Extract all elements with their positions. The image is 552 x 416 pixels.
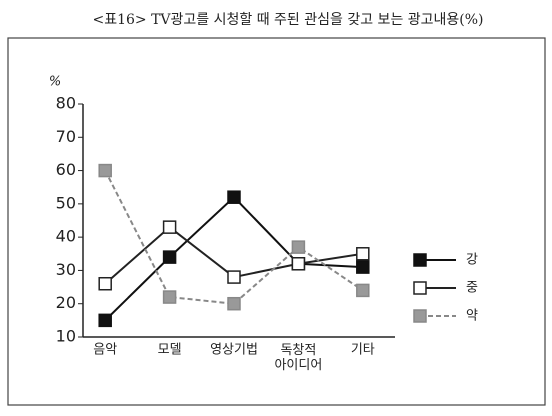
y-axis-label: % — [49, 75, 61, 90]
y-tick-label: 50 — [56, 193, 76, 212]
data-point — [356, 283, 370, 298]
data-point — [227, 296, 241, 311]
x-tick-label: 모델 — [158, 343, 182, 358]
data-point — [291, 240, 306, 254]
data-point — [356, 247, 370, 261]
y-tick-label: 20 — [56, 293, 76, 312]
x-tick-label: 영상기법 — [210, 343, 258, 358]
y-tick-label: 80 — [56, 94, 76, 113]
data-point — [98, 313, 112, 328]
legend-marker — [413, 253, 427, 267]
data-point — [227, 270, 241, 284]
data-point — [162, 220, 177, 234]
legend-marker — [413, 281, 427, 295]
legend-marker — [413, 309, 427, 323]
data-point — [227, 190, 241, 204]
y-tick-label: 40 — [56, 227, 76, 246]
data-point — [162, 290, 177, 304]
chart-title: <표16> TV광고를 시청할 때 주된 관심을 갖고 보는 광고내용(%) — [92, 12, 483, 28]
legend-label: 강 — [466, 253, 478, 268]
x-tick-label: 음악 — [93, 343, 117, 358]
chart-frame — [7, 37, 546, 406]
data-point — [98, 276, 112, 291]
x-tick-label: 독창적 아이디어 — [274, 343, 322, 373]
legend-label: 중 — [466, 281, 478, 296]
data-point — [162, 250, 177, 264]
y-tick-label: 60 — [56, 160, 76, 179]
y-tick-label: 70 — [56, 127, 76, 146]
data-point — [356, 260, 370, 274]
legend-label: 약 — [466, 309, 478, 324]
x-tick-label: 기타 — [351, 343, 375, 358]
y-tick-label: 30 — [56, 260, 76, 279]
data-point — [98, 163, 112, 178]
data-point — [291, 257, 306, 271]
y-tick-label: 10 — [56, 327, 76, 346]
